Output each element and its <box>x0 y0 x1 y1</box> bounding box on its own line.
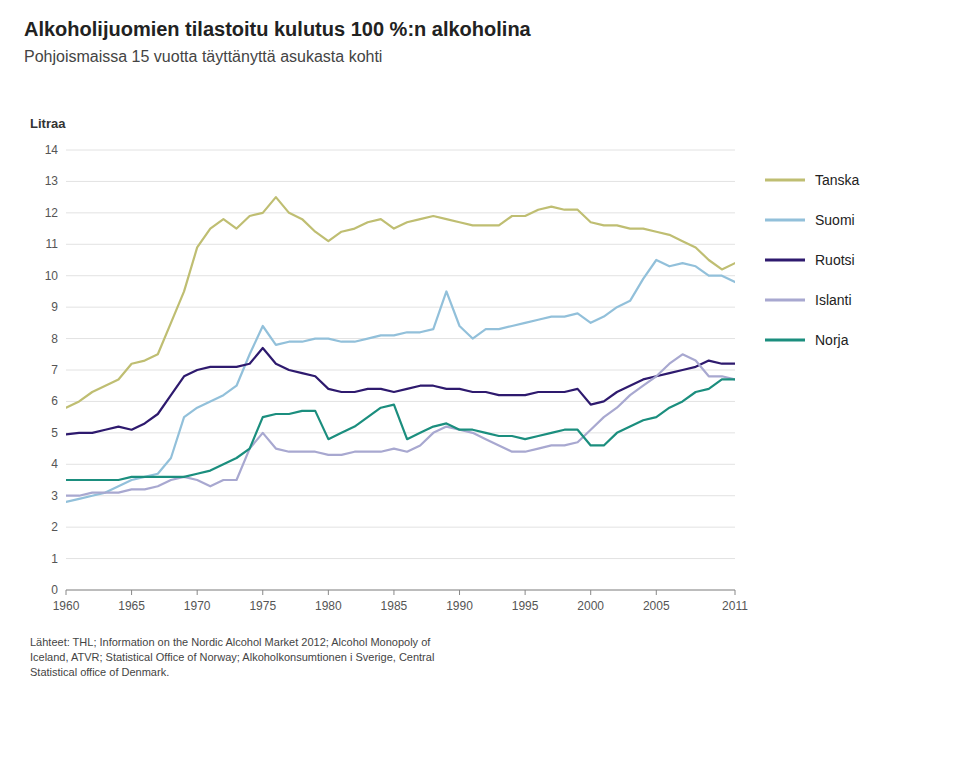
legend-swatch <box>765 219 805 222</box>
legend-swatch <box>765 299 805 302</box>
legend-label: Islanti <box>815 292 852 308</box>
tick-label: 7 <box>51 363 58 377</box>
tick-label: 6 <box>51 394 58 408</box>
tick-label: 1990 <box>446 599 473 613</box>
grid-line <box>66 244 735 245</box>
tick-label: 1960 <box>53 599 80 613</box>
series-line <box>66 379 735 480</box>
tick-label: 1980 <box>315 599 342 613</box>
tick-label: 0 <box>51 583 58 597</box>
axis-label: Litraa <box>30 116 66 131</box>
tick <box>131 590 132 595</box>
series-line <box>66 197 735 408</box>
tick <box>525 590 526 595</box>
grid-line <box>66 338 735 339</box>
tick <box>66 590 67 595</box>
grid-line <box>66 495 735 496</box>
tick-label: 2011 <box>722 599 748 613</box>
tick <box>459 590 460 595</box>
footnote-line: Iceland, ATVR; Statistical Office of Nor… <box>30 651 434 663</box>
grid-line <box>66 150 735 151</box>
tick-label: 4 <box>51 457 58 471</box>
tick-label: 10 <box>45 269 59 283</box>
grid-line <box>66 307 735 308</box>
legend-label: Norja <box>815 332 849 348</box>
tick-label: 1985 <box>381 599 408 613</box>
footnote: Lähteet: THL; Information on the Nordic … <box>30 636 434 678</box>
tick <box>328 590 329 595</box>
legend: Tanska Suomi Ruotsi Islanti Norja <box>765 172 860 348</box>
tick-label: 1 <box>51 552 58 566</box>
tick-label: 2000 <box>577 599 604 613</box>
tick-label: 1995 <box>512 599 539 613</box>
tick <box>735 590 736 595</box>
tick <box>262 590 263 595</box>
tick-label: 11 <box>46 237 59 251</box>
grid-line <box>66 432 735 433</box>
grid-line <box>66 370 735 371</box>
grid <box>66 150 735 590</box>
x-axis <box>66 590 735 591</box>
grid-line <box>66 275 735 276</box>
tick <box>393 590 394 595</box>
grid-line <box>66 590 735 591</box>
grid-line <box>66 181 735 182</box>
legend-label: Suomi <box>815 212 855 228</box>
tick-label: 1970 <box>184 599 211 613</box>
tick-label: 3 <box>51 489 58 503</box>
tick <box>656 590 657 595</box>
series-line <box>66 354 735 495</box>
subtitle: Pohjoismaissa 15 vuotta täyttänyttä asuk… <box>24 48 382 65</box>
tick-label: 1965 <box>118 599 145 613</box>
legend-swatch <box>765 179 805 182</box>
legend-label: Ruotsi <box>815 252 855 268</box>
footnote-line: Lähteet: THL; Information on the Nordic … <box>30 636 431 648</box>
tick-label: 5 <box>51 426 58 440</box>
tick-label: 13 <box>45 174 59 188</box>
series-group <box>66 197 735 502</box>
tick <box>590 590 591 595</box>
series-line <box>66 260 735 502</box>
grid-line <box>66 212 735 213</box>
title: Alkoholijuomien tilastoitu kulutus 100 %… <box>24 18 532 40</box>
tick-label: 2005 <box>643 599 670 613</box>
tick-label: 9 <box>51 300 58 314</box>
chart: Alkoholijuomien tilastoitu kulutus 100 %… <box>0 0 959 760</box>
page: {"chart_data": { "type": "line", "title"… <box>0 0 959 760</box>
legend-swatch <box>765 339 805 342</box>
legend-swatch <box>765 259 805 262</box>
tick-label: 12 <box>45 206 59 220</box>
footnote-line: Statistical office of Denmark. <box>30 666 169 678</box>
tick-label: 1975 <box>249 599 276 613</box>
tick-label: 2 <box>51 520 58 534</box>
legend-label: Tanska <box>815 172 860 188</box>
tick <box>197 590 198 595</box>
grid-line <box>66 527 735 528</box>
tick-label: 14 <box>45 143 59 157</box>
tick-label: 8 <box>51 332 58 346</box>
grid-line <box>66 558 735 559</box>
